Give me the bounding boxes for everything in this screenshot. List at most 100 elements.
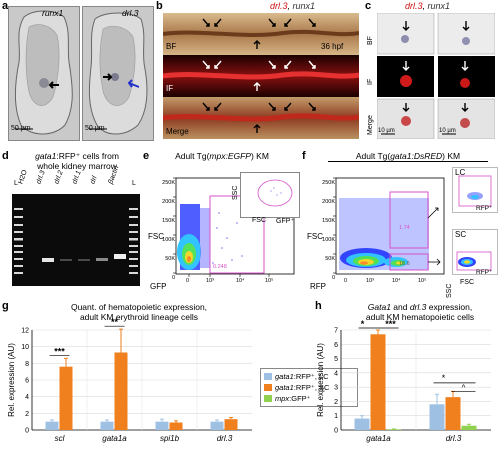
y-tick: 200K bbox=[322, 199, 335, 205]
panel-h-title-mid: and bbox=[390, 302, 410, 312]
significance-marker: *** bbox=[54, 346, 65, 356]
panel-f-title-gene: gata1:DsRED bbox=[390, 151, 443, 161]
panel-f-gate-sc-pct: 16.6 bbox=[399, 261, 410, 267]
bar bbox=[461, 425, 477, 430]
bar bbox=[224, 419, 238, 430]
panel-a-scalebar-1: 50 µm bbox=[11, 125, 31, 132]
panel-f-y-ticks: 250K 200K 150K 100K 50K 0 bbox=[313, 174, 335, 288]
panel-f-inset-lc-gate: RFP⁺ bbox=[476, 205, 493, 212]
bar bbox=[45, 421, 59, 430]
panel-c-row-if: IF bbox=[367, 78, 374, 85]
legend-rest: :GFP⁺ bbox=[289, 394, 311, 403]
bar bbox=[370, 334, 386, 430]
bar bbox=[386, 429, 402, 430]
significance-marker: ^ bbox=[462, 383, 466, 392]
legend-swatch bbox=[264, 384, 272, 391]
y-tick: 200K bbox=[162, 199, 175, 205]
bar bbox=[100, 421, 114, 430]
panel-c-label: c bbox=[365, 0, 372, 12]
panel-f-inset-y: SSC bbox=[446, 283, 453, 298]
panel-f-y-axis-label: FSC bbox=[307, 232, 323, 241]
lane-label: drl.3 bbox=[35, 169, 47, 185]
panel-h-title-gene2: drl.3 bbox=[409, 302, 427, 312]
bar bbox=[114, 352, 128, 430]
panel-e-y-axis-label: FSC bbox=[148, 232, 164, 241]
panel-f-inset-sc-label: SC bbox=[455, 230, 467, 239]
y-tick: 0 bbox=[331, 275, 335, 281]
y-tick-label: 2 bbox=[25, 411, 29, 418]
y-tick: 250K bbox=[162, 180, 175, 186]
bar bbox=[155, 421, 169, 430]
significance-marker: ** bbox=[111, 318, 119, 327]
legend-item: gata1:RFP⁺, SC bbox=[264, 382, 354, 393]
panel-h-title-gene1: Gata1 bbox=[367, 302, 391, 312]
panel-f-inset-x: FSC bbox=[460, 279, 474, 286]
panel-a-image-drl3 bbox=[82, 6, 154, 141]
panel-e-y-ticks: 250K 200K 150K 100K 50K 0 bbox=[153, 174, 175, 288]
x-tick: 10⁵ bbox=[265, 278, 274, 284]
panel-g-chart: 0 2 4 6 8 10 12 Rel. expression (AU) scl gata1a sp… bbox=[2, 317, 264, 456]
panel-f-gate-lc-pct: 1.74 bbox=[399, 225, 410, 231]
y-axis-label: Rel. expression (AU) bbox=[7, 343, 16, 417]
panel-a-image-runx1 bbox=[8, 6, 80, 141]
legend-swatch bbox=[264, 395, 272, 402]
lane-label: H2O bbox=[17, 169, 29, 185]
lane-label: drl.1 bbox=[71, 169, 83, 185]
panel-d-title-gene: gata1 bbox=[35, 151, 57, 161]
panel-d-label: d bbox=[2, 150, 9, 162]
panel-h-title: Gata1 and drl.3 expression, adult KM hem… bbox=[345, 302, 495, 322]
panel-g-title-line2: adult KM erythroid lineage cells bbox=[79, 312, 199, 322]
x-tick: 0 bbox=[186, 278, 190, 284]
panel-b-merge-label: Merge bbox=[166, 127, 189, 136]
y-tick: 0 bbox=[171, 275, 175, 281]
legend-item: gata1:RFP⁺, LC bbox=[264, 371, 354, 382]
y-tick: 150K bbox=[322, 218, 335, 224]
panel-h-title-line2: adult KM hematopoietic cells bbox=[365, 312, 475, 322]
y-tick-label: 4 bbox=[25, 394, 29, 401]
panel-b-bf-label: BF bbox=[166, 42, 177, 51]
panel-b-title-sep: , bbox=[287, 1, 293, 11]
panel-e-inset-y: SSC bbox=[232, 185, 239, 200]
panel-b-title: drl.3, runx1 bbox=[270, 1, 315, 11]
gel-image bbox=[12, 194, 140, 286]
significance-marker: *** bbox=[385, 319, 396, 329]
panel-e-x-axis-label: GFP bbox=[150, 282, 167, 291]
x-tick-label: drl.3 bbox=[217, 434, 233, 443]
panel-c-images bbox=[376, 12, 496, 140]
y-tick-label: 6 bbox=[334, 342, 338, 349]
panel-f-inset-lc-label: LC bbox=[455, 168, 466, 177]
y-tick-label: 8 bbox=[25, 361, 29, 368]
y-tick-label: 0 bbox=[25, 428, 29, 435]
panel-e-title: Adult Tg(mpx:EGFP) KM bbox=[157, 151, 287, 161]
panel-f-x-axis-label: RFP bbox=[310, 282, 326, 291]
y-tick-label: 4 bbox=[334, 370, 338, 377]
panel-e-gate-pct: 0.248 bbox=[213, 264, 227, 270]
panel-c-row-merge: Merge bbox=[367, 115, 374, 135]
panel-b-title-drl3: drl.3 bbox=[270, 1, 288, 11]
panel-e-title-gene: mpx:EGFP bbox=[209, 151, 251, 161]
bar bbox=[59, 366, 73, 430]
panel-e-inset bbox=[240, 172, 300, 218]
x-tick: 10³ bbox=[366, 278, 374, 284]
lane-label: drl.2 bbox=[53, 169, 65, 185]
panel-h-chart: 0 1 2 3 4 5 6 7 Rel. expression (AU) gata1a drl.3 *… bbox=[313, 318, 499, 456]
bar bbox=[354, 418, 370, 430]
y-tick: 100K bbox=[322, 237, 335, 243]
y-axis-label: Rel. expression (AU) bbox=[316, 343, 325, 417]
x-tick: 10⁴ bbox=[392, 278, 401, 284]
panel-f-title-pre: Adult Tg( bbox=[355, 151, 391, 161]
panel-f-label: f bbox=[302, 150, 306, 162]
y-tick-label: 2 bbox=[334, 399, 338, 406]
significance-marker: * bbox=[361, 319, 365, 329]
legend-gene: gata1 bbox=[275, 372, 294, 381]
y-tick-label: 3 bbox=[334, 385, 338, 392]
x-tick: 10³ bbox=[206, 278, 214, 284]
panel-g-title-line1: Quant. of hematopoietic expression, bbox=[70, 302, 208, 312]
legend: gata1:RFP⁺, LC gata1:RFP⁺, SC mpx:GFP⁺ bbox=[260, 368, 358, 407]
y-tick-label: 12 bbox=[21, 328, 29, 335]
x-tick: 0 bbox=[344, 278, 348, 284]
lane-label: L bbox=[132, 180, 136, 187]
panel-c-title: drl.3, runx1 bbox=[405, 1, 450, 11]
y-tick: 250K bbox=[322, 180, 335, 186]
panel-d-title: gata1:RFP⁺ cells from whole kidney marro… bbox=[14, 151, 140, 171]
